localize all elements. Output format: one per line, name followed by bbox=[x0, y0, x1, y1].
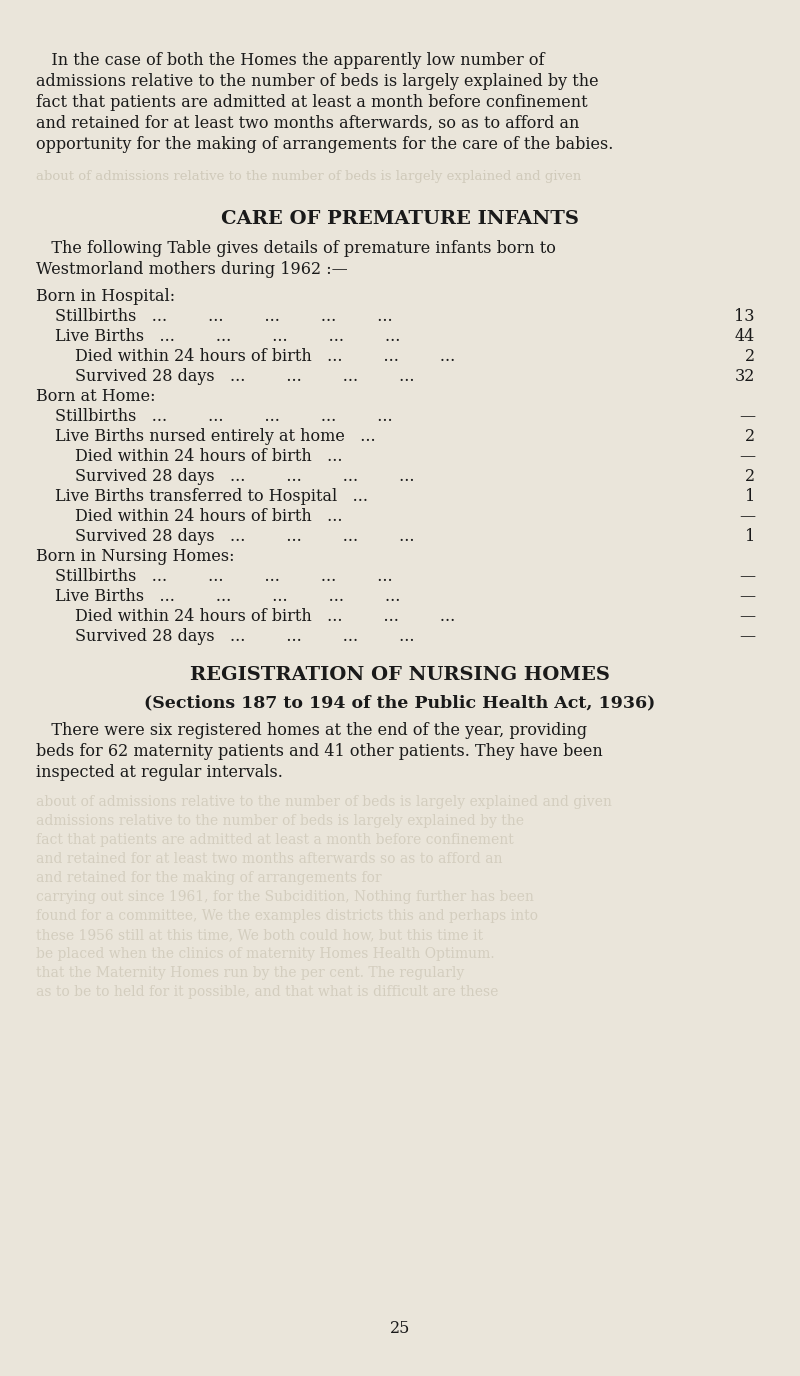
Text: that the Maternity Homes run by the per cent. The regularly: that the Maternity Homes run by the per … bbox=[36, 966, 464, 980]
Text: Westmorland mothers during 1962 :—: Westmorland mothers during 1962 :— bbox=[36, 261, 348, 278]
Text: Died within 24 hours of birth   ...: Died within 24 hours of birth ... bbox=[75, 508, 342, 526]
Text: fact that patients are admitted at least a month before confinement: fact that patients are admitted at least… bbox=[36, 832, 514, 848]
Text: Died within 24 hours of birth   ...: Died within 24 hours of birth ... bbox=[75, 449, 342, 465]
Text: 2: 2 bbox=[745, 348, 755, 365]
Text: (Sections 187 to 194 of the Public Health Act, 1936): (Sections 187 to 194 of the Public Healt… bbox=[144, 694, 656, 711]
Text: There were six registered homes at the end of the year, providing: There were six registered homes at the e… bbox=[36, 722, 587, 739]
Text: In the case of both the Homes the apparently low number of: In the case of both the Homes the appare… bbox=[36, 52, 545, 69]
Text: 2: 2 bbox=[745, 468, 755, 484]
Text: Live Births nursed entirely at home   ...: Live Births nursed entirely at home ... bbox=[55, 428, 376, 444]
Text: Survived 28 days   ...        ...        ...        ...: Survived 28 days ... ... ... ... bbox=[75, 468, 414, 484]
Text: Live Births transferred to Hospital   ...: Live Births transferred to Hospital ... bbox=[55, 488, 368, 505]
Text: Survived 28 days   ...        ...        ...        ...: Survived 28 days ... ... ... ... bbox=[75, 367, 414, 385]
Text: Died within 24 hours of birth   ...        ...        ...: Died within 24 hours of birth ... ... ..… bbox=[75, 608, 455, 625]
Text: opportunity for the making of arrangements for the care of the babies.: opportunity for the making of arrangemen… bbox=[36, 136, 614, 153]
Text: REGISTRATION OF NURSING HOMES: REGISTRATION OF NURSING HOMES bbox=[190, 666, 610, 684]
Text: —: — bbox=[739, 568, 755, 585]
Text: Survived 28 days   ...        ...        ...        ...: Survived 28 days ... ... ... ... bbox=[75, 627, 414, 645]
Text: Live Births   ...        ...        ...        ...        ...: Live Births ... ... ... ... ... bbox=[55, 327, 400, 345]
Text: found for a committee, We the examples districts this and perhaps into: found for a committee, We the examples d… bbox=[36, 910, 538, 923]
Text: admissions relative to the number of beds is largely explained by the: admissions relative to the number of bed… bbox=[36, 73, 598, 89]
Text: 1: 1 bbox=[745, 528, 755, 545]
Text: —: — bbox=[739, 508, 755, 526]
Text: —: — bbox=[739, 449, 755, 465]
Text: The following Table gives details of premature infants born to: The following Table gives details of pre… bbox=[36, 239, 556, 257]
Text: about of admissions relative to the number of beds is largely explained and give: about of admissions relative to the numb… bbox=[36, 795, 612, 809]
Text: inspected at regular intervals.: inspected at regular intervals. bbox=[36, 764, 283, 782]
Text: Live Births   ...        ...        ...        ...        ...: Live Births ... ... ... ... ... bbox=[55, 588, 400, 605]
Text: Stillbirths   ...        ...        ...        ...        ...: Stillbirths ... ... ... ... ... bbox=[55, 308, 393, 325]
Text: admissions relative to the number of beds is largely explained by the: admissions relative to the number of bed… bbox=[36, 815, 524, 828]
Text: and retained for the making of arrangements for: and retained for the making of arrangeme… bbox=[36, 871, 382, 885]
Text: CARE OF PREMATURE INFANTS: CARE OF PREMATURE INFANTS bbox=[221, 211, 579, 228]
Text: —: — bbox=[739, 627, 755, 645]
Text: and retained for at least two months afterwards so as to afford an: and retained for at least two months aft… bbox=[36, 852, 502, 866]
Text: beds for 62 maternity patients and 41 other patients. They have been: beds for 62 maternity patients and 41 ot… bbox=[36, 743, 602, 760]
Text: 44: 44 bbox=[734, 327, 755, 345]
Text: —: — bbox=[739, 409, 755, 425]
Text: Stillbirths   ...        ...        ...        ...        ...: Stillbirths ... ... ... ... ... bbox=[55, 409, 393, 425]
Text: Born at Home:: Born at Home: bbox=[36, 388, 155, 405]
Text: Survived 28 days   ...        ...        ...        ...: Survived 28 days ... ... ... ... bbox=[75, 528, 414, 545]
Text: carrying out since 1961, for the Subcidition, Nothing further has been: carrying out since 1961, for the Subcidi… bbox=[36, 890, 534, 904]
Text: fact that patients are admitted at least a month before confinement: fact that patients are admitted at least… bbox=[36, 94, 588, 111]
Text: Stillbirths   ...        ...        ...        ...        ...: Stillbirths ... ... ... ... ... bbox=[55, 568, 393, 585]
Text: —: — bbox=[739, 588, 755, 605]
Text: be placed when the clinics of maternity Homes Health Optimum.: be placed when the clinics of maternity … bbox=[36, 947, 494, 960]
Text: Born in Hospital:: Born in Hospital: bbox=[36, 288, 175, 305]
Text: Died within 24 hours of birth   ...        ...        ...: Died within 24 hours of birth ... ... ..… bbox=[75, 348, 455, 365]
Text: 13: 13 bbox=[734, 308, 755, 325]
Text: 2: 2 bbox=[745, 428, 755, 444]
Text: —: — bbox=[739, 608, 755, 625]
Text: as to be to held for it possible, and that what is difficult are these: as to be to held for it possible, and th… bbox=[36, 985, 498, 999]
Text: Born in Nursing Homes:: Born in Nursing Homes: bbox=[36, 548, 234, 566]
Text: and retained for at least two months afterwards, so as to afford an: and retained for at least two months aft… bbox=[36, 116, 579, 132]
Text: 1: 1 bbox=[745, 488, 755, 505]
Text: 32: 32 bbox=[734, 367, 755, 385]
Text: 25: 25 bbox=[390, 1320, 410, 1337]
Text: about of admissions relative to the number of beds is largely explained and give: about of admissions relative to the numb… bbox=[36, 171, 582, 183]
Text: these 1956 still at this time, We both could how, but this time it: these 1956 still at this time, We both c… bbox=[36, 927, 483, 943]
